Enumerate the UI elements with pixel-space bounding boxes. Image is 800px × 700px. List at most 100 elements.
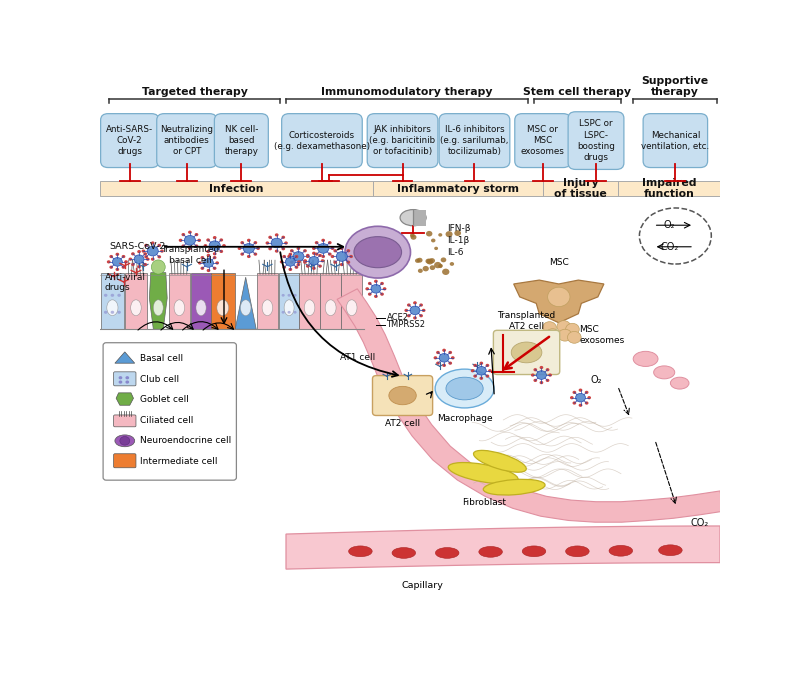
Circle shape — [410, 234, 417, 240]
Ellipse shape — [326, 300, 336, 316]
Text: Intermediate cell: Intermediate cell — [140, 457, 217, 466]
Circle shape — [448, 351, 452, 354]
Circle shape — [448, 361, 452, 365]
Bar — [102, 273, 123, 329]
Circle shape — [290, 249, 294, 253]
Circle shape — [243, 244, 254, 253]
FancyBboxPatch shape — [568, 112, 624, 169]
Circle shape — [534, 368, 537, 371]
Bar — [100, 196, 720, 623]
Text: Mechanical
ventilation, etc.: Mechanical ventilation, etc. — [642, 130, 710, 150]
Circle shape — [271, 238, 282, 248]
Circle shape — [147, 246, 158, 256]
Circle shape — [303, 260, 307, 264]
Ellipse shape — [115, 435, 134, 447]
Circle shape — [206, 239, 210, 241]
Circle shape — [268, 247, 272, 251]
Circle shape — [417, 258, 422, 262]
Polygon shape — [115, 352, 134, 363]
Circle shape — [188, 230, 192, 234]
Circle shape — [374, 280, 378, 283]
Circle shape — [548, 373, 552, 377]
Ellipse shape — [448, 463, 518, 484]
Text: Neuroendocrine cell: Neuroendocrine cell — [140, 436, 231, 445]
Text: MSC: MSC — [549, 258, 569, 267]
Circle shape — [254, 253, 258, 256]
Circle shape — [419, 303, 423, 307]
Circle shape — [438, 233, 442, 237]
Circle shape — [434, 246, 438, 250]
FancyBboxPatch shape — [157, 113, 217, 167]
Ellipse shape — [262, 300, 273, 316]
Circle shape — [410, 233, 414, 237]
Circle shape — [479, 377, 483, 380]
Text: CO₂: CO₂ — [660, 241, 678, 252]
Circle shape — [294, 294, 297, 297]
Circle shape — [548, 287, 570, 307]
Text: Infection: Infection — [209, 183, 264, 194]
Circle shape — [122, 265, 126, 269]
Circle shape — [144, 256, 148, 258]
Circle shape — [238, 247, 242, 250]
Bar — [299, 273, 320, 329]
Circle shape — [143, 252, 147, 256]
Circle shape — [422, 309, 426, 312]
Circle shape — [476, 366, 486, 375]
Circle shape — [531, 373, 534, 377]
Polygon shape — [286, 526, 720, 569]
Circle shape — [144, 244, 148, 247]
Circle shape — [126, 376, 129, 379]
Circle shape — [407, 314, 410, 317]
Circle shape — [118, 311, 121, 314]
FancyBboxPatch shape — [101, 113, 159, 167]
Circle shape — [575, 393, 586, 402]
Circle shape — [247, 255, 250, 258]
Circle shape — [206, 269, 210, 272]
Text: MSC
exosomes: MSC exosomes — [579, 326, 625, 345]
Ellipse shape — [435, 369, 494, 408]
Ellipse shape — [217, 300, 229, 316]
Circle shape — [203, 258, 214, 267]
Circle shape — [203, 244, 207, 247]
Circle shape — [146, 258, 150, 261]
Text: Anti-SARS-
CoV-2
drugs: Anti-SARS- CoV-2 drugs — [106, 125, 154, 156]
Circle shape — [209, 241, 220, 251]
Circle shape — [426, 231, 433, 237]
Polygon shape — [235, 277, 256, 329]
Circle shape — [446, 231, 453, 237]
Circle shape — [254, 241, 258, 244]
Circle shape — [134, 255, 144, 263]
Ellipse shape — [634, 351, 658, 366]
Text: Impaired
function: Impaired function — [642, 178, 696, 200]
Circle shape — [201, 256, 204, 259]
Circle shape — [334, 249, 337, 253]
Circle shape — [194, 233, 198, 236]
Circle shape — [110, 294, 114, 297]
Circle shape — [578, 389, 582, 392]
Circle shape — [120, 437, 130, 445]
Circle shape — [546, 368, 550, 371]
Circle shape — [240, 241, 244, 244]
Ellipse shape — [483, 480, 545, 495]
Circle shape — [534, 379, 537, 382]
Polygon shape — [150, 272, 167, 329]
Circle shape — [557, 321, 570, 332]
Circle shape — [322, 239, 325, 242]
Ellipse shape — [522, 546, 546, 556]
Text: IFN-β
IL-1β
IL-6: IFN-β IL-1β IL-6 — [447, 224, 470, 257]
Circle shape — [479, 362, 483, 365]
Bar — [543, 181, 618, 196]
Circle shape — [143, 263, 147, 266]
FancyBboxPatch shape — [494, 330, 560, 374]
Circle shape — [312, 251, 316, 255]
Text: Goblet cell: Goblet cell — [140, 395, 189, 405]
Circle shape — [539, 366, 543, 369]
Circle shape — [294, 311, 297, 314]
Bar — [257, 273, 278, 329]
Circle shape — [293, 251, 304, 261]
FancyBboxPatch shape — [282, 113, 362, 167]
Circle shape — [297, 263, 300, 266]
Text: SARS-CoV-2: SARS-CoV-2 — [110, 242, 166, 251]
Circle shape — [585, 391, 589, 394]
Circle shape — [280, 260, 283, 263]
